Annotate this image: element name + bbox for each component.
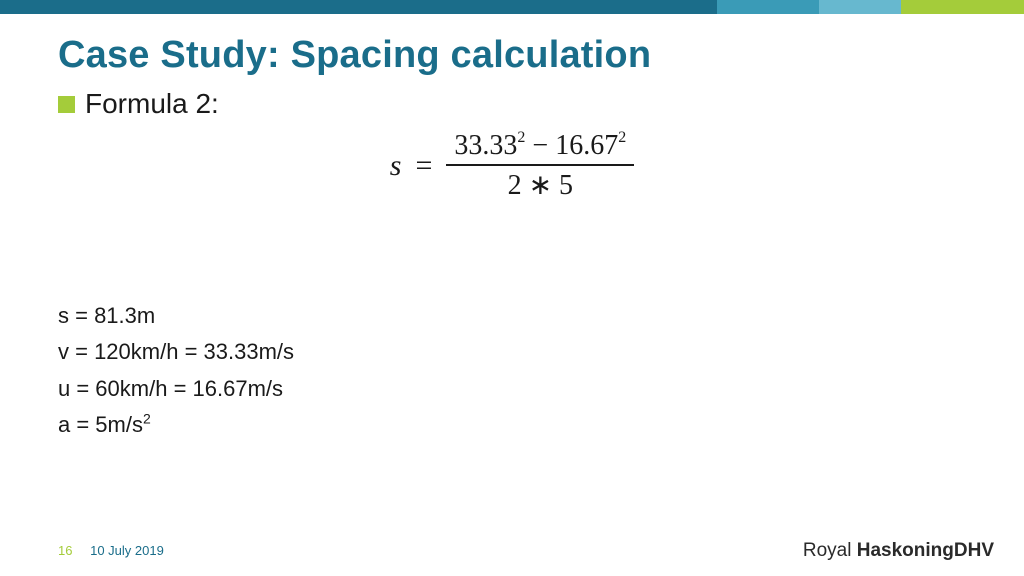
bullet-row: Formula 2: bbox=[58, 88, 219, 120]
num-a-exp: 2 bbox=[517, 129, 525, 146]
page-number: 16 bbox=[58, 543, 72, 558]
formula-equals: = bbox=[415, 149, 432, 183]
formula-block: s = 33.332 − 16.672 2 ∗ 5 bbox=[0, 128, 1024, 204]
bullet-label: Formula 2: bbox=[85, 88, 219, 120]
footer: 16 10 July 2019 bbox=[58, 543, 164, 558]
minus: − bbox=[525, 130, 555, 161]
logo-part2: HaskoningDHV bbox=[857, 540, 994, 561]
topbar-segment bbox=[0, 0, 717, 14]
value-a-exp: 2 bbox=[143, 411, 151, 427]
company-logo: Royal HaskoningDHV bbox=[803, 540, 994, 562]
value-u: u = 60km/h = 16.67m/s bbox=[58, 371, 294, 407]
value-a: a = 5m/s2 bbox=[58, 407, 294, 443]
value-a-pre: a = 5m/s bbox=[58, 412, 143, 437]
formula-denominator: 2 ∗ 5 bbox=[500, 166, 581, 204]
formula-lhs: s bbox=[390, 149, 402, 183]
num-b-exp: 2 bbox=[618, 129, 626, 146]
formula-fraction: 33.332 − 16.672 2 ∗ 5 bbox=[446, 128, 634, 204]
formula-numerator: 33.332 − 16.672 bbox=[446, 128, 634, 164]
footer-date: 10 July 2019 bbox=[90, 543, 164, 558]
num-b: 16.67 bbox=[555, 130, 618, 161]
value-s: s = 81.3m bbox=[58, 298, 294, 334]
num-a: 33.33 bbox=[454, 130, 517, 161]
value-v: v = 120km/h = 33.33m/s bbox=[58, 334, 294, 370]
topbar-segment bbox=[901, 0, 1024, 14]
topbar-segment bbox=[819, 0, 901, 14]
values-block: s = 81.3m v = 120km/h = 33.33m/s u = 60k… bbox=[58, 298, 294, 443]
topbar-segment bbox=[717, 0, 819, 14]
square-bullet-icon bbox=[58, 96, 75, 113]
page-title: Case Study: Spacing calculation bbox=[58, 34, 651, 77]
logo-part1: Royal bbox=[803, 540, 857, 561]
top-accent-bar bbox=[0, 0, 1024, 14]
slide: Case Study: Spacing calculation Formula … bbox=[0, 0, 1024, 576]
